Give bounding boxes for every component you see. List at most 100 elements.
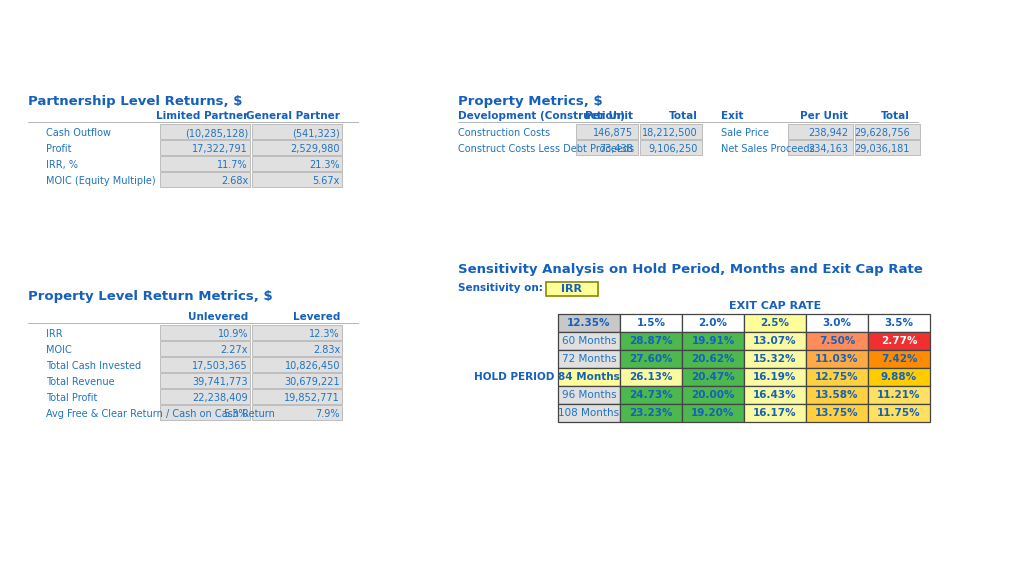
Bar — [575, 140, 638, 155]
Bar — [855, 140, 920, 155]
Text: 5.3%: 5.3% — [223, 409, 248, 419]
Text: Sale Price: Sale Price — [721, 128, 769, 138]
Text: 19,852,771: 19,852,771 — [285, 393, 340, 403]
Bar — [868, 332, 930, 350]
Bar — [160, 156, 250, 171]
Bar — [558, 314, 620, 332]
Bar — [806, 386, 868, 404]
Text: 15.32%: 15.32% — [754, 354, 797, 364]
Bar — [252, 140, 342, 155]
Bar — [744, 404, 806, 422]
Text: 39,741,773: 39,741,773 — [193, 377, 248, 387]
Bar — [788, 124, 853, 139]
Bar — [252, 325, 342, 340]
Text: 11.21%: 11.21% — [878, 390, 921, 400]
Text: Exit: Exit — [721, 111, 743, 121]
Text: HOLD PERIOD: HOLD PERIOD — [474, 372, 554, 382]
Bar — [160, 341, 250, 356]
Text: 2,529,980: 2,529,980 — [291, 144, 340, 154]
Bar — [160, 140, 250, 155]
Text: 24.73%: 24.73% — [629, 390, 673, 400]
Bar — [868, 386, 930, 404]
Text: Total: Total — [881, 111, 910, 121]
Text: Development (Construction): Development (Construction) — [458, 111, 625, 121]
Text: MOIC (Equity Multiple): MOIC (Equity Multiple) — [46, 176, 156, 186]
Bar — [682, 404, 744, 422]
Bar — [160, 373, 250, 388]
Text: 28.87%: 28.87% — [629, 336, 673, 346]
Text: 1.5%: 1.5% — [637, 318, 666, 328]
Text: 2.5%: 2.5% — [761, 318, 790, 328]
Bar — [744, 314, 806, 332]
Text: 5.67x: 5.67x — [312, 176, 340, 186]
Bar — [252, 357, 342, 372]
Text: Construct Costs Less Debt Proceeds: Construct Costs Less Debt Proceeds — [458, 144, 634, 154]
Bar — [868, 314, 930, 332]
Text: Avg Free & Clear Return / Cash on Cash Return: Avg Free & Clear Return / Cash on Cash R… — [46, 409, 274, 419]
Bar — [252, 172, 342, 187]
Bar — [558, 368, 620, 386]
Text: 9.88%: 9.88% — [881, 372, 918, 382]
Text: Net Sales Proceeds: Net Sales Proceeds — [721, 144, 815, 154]
Bar — [744, 332, 806, 350]
Text: Partnership Level Returns, $: Partnership Level Returns, $ — [28, 95, 243, 108]
Text: IRR: IRR — [46, 329, 62, 339]
Text: 96 Months: 96 Months — [562, 390, 616, 400]
Text: 26.13%: 26.13% — [630, 372, 673, 382]
Text: 21.3%: 21.3% — [309, 160, 340, 170]
Text: 3.0%: 3.0% — [822, 318, 852, 328]
Bar — [640, 140, 702, 155]
Text: Construction Costs: Construction Costs — [458, 128, 550, 138]
Text: Levered: Levered — [293, 312, 340, 322]
Text: 2.77%: 2.77% — [881, 336, 918, 346]
Bar — [868, 350, 930, 368]
Text: 2.27x: 2.27x — [220, 345, 248, 355]
Text: 9,106,250: 9,106,250 — [648, 144, 698, 154]
Text: 20.62%: 20.62% — [691, 354, 735, 364]
Bar — [620, 386, 682, 404]
Text: Property Level Return Metrics, $: Property Level Return Metrics, $ — [28, 290, 272, 303]
Text: 29,628,756: 29,628,756 — [854, 128, 910, 138]
Bar — [682, 386, 744, 404]
Bar — [620, 404, 682, 422]
Text: IRR, %: IRR, % — [46, 160, 78, 170]
Text: General Partner: General Partner — [246, 111, 340, 121]
Bar — [682, 332, 744, 350]
Text: 10,826,450: 10,826,450 — [285, 361, 340, 371]
Text: 7.9%: 7.9% — [315, 409, 340, 419]
Bar — [682, 314, 744, 332]
Text: 17,322,791: 17,322,791 — [193, 144, 248, 154]
Text: 7.42%: 7.42% — [881, 354, 918, 364]
Text: 11.7%: 11.7% — [217, 160, 248, 170]
Text: 22,238,409: 22,238,409 — [193, 393, 248, 403]
Bar — [806, 368, 868, 386]
Bar — [620, 332, 682, 350]
Bar — [558, 386, 620, 404]
Text: 17,503,365: 17,503,365 — [193, 361, 248, 371]
Text: 84 Months: 84 Months — [558, 372, 620, 382]
Text: 108 Months: 108 Months — [558, 408, 620, 418]
Text: Total Cash Invested: Total Cash Invested — [46, 361, 141, 371]
Text: Total Profit: Total Profit — [46, 393, 97, 403]
Text: IRR: IRR — [561, 284, 583, 294]
Bar — [682, 368, 744, 386]
Bar — [558, 404, 620, 422]
Bar — [160, 357, 250, 372]
Text: 2.68x: 2.68x — [221, 176, 248, 186]
Text: 13.07%: 13.07% — [754, 336, 797, 346]
Text: 20.00%: 20.00% — [691, 390, 735, 400]
Text: Sensitivity on:: Sensitivity on: — [458, 283, 543, 293]
Text: 23.23%: 23.23% — [630, 408, 673, 418]
Text: 16.43%: 16.43% — [754, 390, 797, 400]
Text: Unlevered: Unlevered — [187, 312, 248, 322]
Text: 73,438: 73,438 — [599, 144, 633, 154]
Bar — [620, 314, 682, 332]
Bar — [806, 314, 868, 332]
Bar — [558, 350, 620, 368]
Bar — [620, 368, 682, 386]
Bar — [160, 325, 250, 340]
Text: Per Unit: Per Unit — [800, 111, 848, 121]
Text: 7.50%: 7.50% — [819, 336, 855, 346]
Bar — [640, 124, 702, 139]
Bar — [252, 341, 342, 356]
